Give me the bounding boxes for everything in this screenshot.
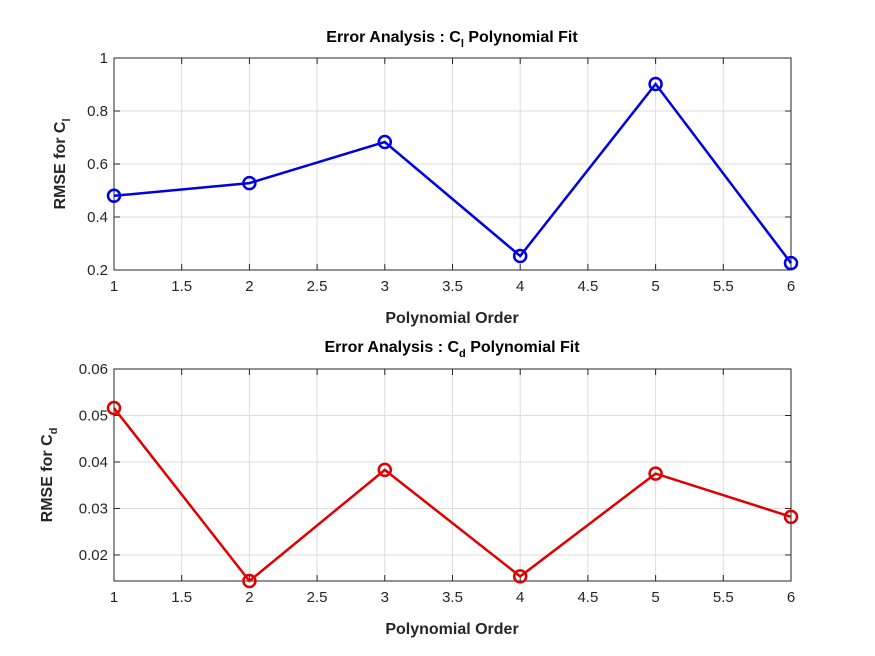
x-tick-label: 4.5	[577, 278, 598, 295]
x-tick-label: 4	[516, 278, 524, 295]
data-point-marker	[512, 248, 528, 264]
y-tick-label: 0.2	[87, 262, 108, 279]
x-tick-label: 1	[110, 589, 118, 606]
data-point-marker	[242, 573, 257, 589]
data-point-marker	[106, 400, 122, 416]
x-tick-label: 6	[787, 589, 795, 606]
x-tick-label: 2.5	[307, 589, 328, 606]
data-point-marker	[783, 255, 799, 271]
x-tick-label: 2	[245, 589, 253, 606]
data-point-marker	[242, 175, 257, 191]
tick-marks	[113, 368, 792, 581]
y-tick-label: 0.4	[87, 209, 108, 226]
x-tick-label: 6	[787, 278, 795, 295]
data-point-marker	[377, 462, 393, 478]
y-tick-label: 0.03	[79, 500, 108, 517]
y-tick-label: 0.02	[79, 547, 108, 564]
y-tick-label: 0.8	[87, 103, 108, 120]
y-axis-label: RMSE for Cl	[52, 118, 73, 209]
y-tick-label: 1	[100, 50, 108, 67]
x-tick-label: 4	[516, 589, 524, 606]
x-tick-labels: 1 1.5 2 2.5 3 3.5 4 4.5 5 5.5 6	[110, 589, 795, 606]
data-markers	[106, 400, 799, 589]
y-axis-label: RMSE for Cd	[39, 428, 60, 523]
x-tick-label: 1.5	[171, 589, 192, 606]
data-point-marker	[512, 569, 528, 584]
x-tick-label: 1	[110, 278, 118, 295]
chart-title: Error Analysis : Cd Polynomial Fit	[324, 339, 580, 360]
x-tick-label: 5.5	[713, 589, 734, 606]
data-line	[113, 407, 792, 583]
data-line	[113, 81, 792, 264]
x-tick-label: 5.5	[713, 278, 734, 295]
tick-marks	[113, 57, 792, 271]
y-tick-label: 0.06	[79, 361, 108, 378]
data-point-marker	[377, 134, 393, 150]
x-axis-label: Polynomial Order	[385, 310, 518, 327]
x-tick-label: 3	[381, 589, 389, 606]
x-axis-label: Polynomial Order	[385, 621, 518, 638]
y-tick-label: 0.05	[79, 407, 108, 424]
x-tick-label: 3.5	[442, 589, 463, 606]
chart-title: Error Analysis : Cl Polynomial Fit	[326, 29, 578, 50]
x-tick-label: 1.5	[171, 278, 192, 295]
data-point-marker	[106, 188, 122, 204]
x-tick-label: 3.5	[442, 278, 463, 295]
x-tick-label: 5	[651, 589, 659, 606]
x-tick-labels: 1 1.5 2 2.5 3 3.5 4 4.5 5 5.5 6	[110, 278, 795, 295]
x-tick-label: 2	[245, 278, 253, 295]
x-tick-label: 5	[651, 278, 659, 295]
y-tick-labels: 0.2 0.4 0.6 0.8 1	[87, 50, 108, 279]
x-tick-label: 2.5	[307, 278, 328, 295]
data-markers	[106, 76, 799, 271]
y-tick-labels: 0.02 0.03 0.04 0.05 0.06	[79, 361, 108, 564]
data-point-marker	[783, 509, 799, 525]
y-tick-label: 0.6	[87, 156, 108, 173]
x-tick-label: 4.5	[577, 589, 598, 606]
y-tick-label: 0.04	[79, 454, 108, 471]
plot-cd: 1 1.5 2 2.5 3 3.5 4 4.5 5 5.5 6 0.020.030.040.050.…	[39, 339, 799, 638]
x-tick-label: 3	[381, 278, 389, 295]
data-point-marker	[648, 76, 663, 92]
plot-cl: 1 1.5 2 2.5 3 3.5 4 4.5 5 5.5 6 0.2 0.4 0.6 0.8 1 Erro…	[52, 29, 799, 327]
data-point-marker	[648, 466, 663, 481]
